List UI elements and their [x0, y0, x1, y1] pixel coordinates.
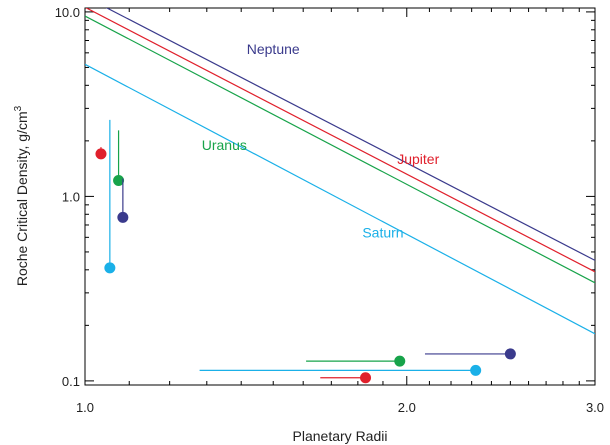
data-point-jupiter	[95, 148, 107, 160]
series-label-saturn: Saturn	[362, 224, 403, 240]
x-tick-label: 1.0	[76, 400, 94, 415]
series-lines	[85, 8, 595, 335]
y-tick-label: 1.0	[62, 189, 80, 204]
data-point-saturn	[104, 262, 116, 274]
data-point-jupiter	[360, 372, 372, 384]
x-axis-title: Planetary Radii	[293, 428, 388, 444]
x-tick-label: 2.0	[398, 400, 416, 415]
y-tick-label: 10.0	[55, 5, 80, 20]
data-point-neptune	[504, 348, 516, 360]
series-label-jupiter: Jupiter	[397, 151, 439, 167]
data-point-neptune	[117, 211, 129, 223]
data-point-uranus	[113, 174, 125, 186]
x-tick-label: 3.0	[586, 400, 604, 415]
series-line-uranus	[85, 15, 595, 284]
series-label-neptune: Neptune	[247, 41, 300, 57]
series-labels: Neptune Jupiter Uranus Saturn	[202, 41, 440, 240]
plot-frame	[84, 7, 596, 386]
y-axis-title-text: Roche Critical Density, g/cm	[14, 111, 30, 286]
y-tick-label: 0.1	[62, 374, 80, 389]
ticks-layer: 1.0 2.0 3.0 0.1 1.0 10.0	[55, 5, 604, 415]
y-axis-title-superscript: 3	[13, 105, 24, 111]
series-line-neptune	[105, 8, 595, 261]
data-points	[95, 119, 516, 384]
series-label-uranus: Uranus	[202, 137, 247, 153]
data-point-uranus	[394, 355, 406, 367]
data-point-saturn	[470, 364, 482, 376]
y-axis-title: Roche Critical Density, g/cm3	[13, 105, 30, 286]
series-line-saturn	[85, 63, 595, 335]
series-line-jupiter	[85, 8, 595, 273]
